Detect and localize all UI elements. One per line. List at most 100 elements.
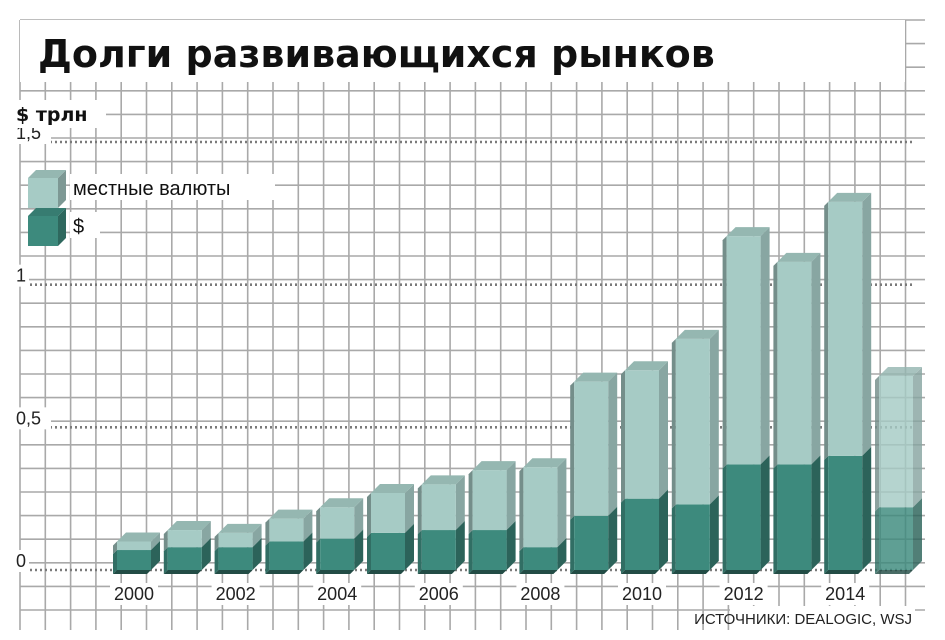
bar-group — [824, 192, 872, 574]
legend-label-local: местные валюты — [73, 178, 230, 200]
bar-local — [117, 541, 151, 551]
bar-side-local — [709, 329, 719, 505]
reference-lines — [20, 140, 912, 572]
bar-side-local — [405, 483, 414, 533]
bar-side-local — [557, 458, 567, 548]
bar-side-usd — [913, 498, 922, 570]
legend-label-bg-usd — [70, 212, 100, 238]
bar-top — [879, 366, 922, 376]
bar-edge-usd — [468, 530, 473, 574]
bar-group — [367, 483, 414, 574]
legend: местные валюты $ — [28, 170, 275, 246]
bar-side-local — [659, 361, 668, 499]
x-tick-label-bg — [414, 583, 463, 605]
bar-usd — [472, 530, 507, 570]
bar-edge-local — [113, 541, 117, 555]
bar-base — [722, 570, 761, 574]
bar-local — [879, 375, 913, 508]
bar-side-local — [455, 475, 465, 531]
bar-edge-local — [265, 518, 270, 546]
bar-local — [421, 484, 456, 531]
bar-top — [167, 521, 211, 531]
x-tick-label: 2000 — [114, 584, 154, 604]
bar-usd — [777, 464, 812, 570]
source-note: ИСТОЧНИКИ: DEALOGIC, WSJ — [694, 611, 912, 628]
bar-usd — [625, 498, 659, 570]
bar-side-local — [252, 523, 262, 548]
bar-edge-local — [773, 261, 778, 469]
bar-side-local — [303, 509, 313, 542]
bar-edge-local — [824, 201, 829, 460]
bar-side-local — [760, 227, 770, 465]
x-tick-label-bg — [719, 583, 768, 605]
bar-side-local — [608, 372, 618, 516]
bar-side-local — [151, 532, 160, 551]
x-tick-label: 2010 — [622, 584, 662, 604]
bar-edge-usd — [671, 504, 676, 574]
bar-group — [722, 227, 770, 574]
bar-side-usd — [506, 521, 516, 570]
bar-base — [671, 570, 710, 574]
bar-local — [371, 492, 405, 533]
bar-group — [163, 521, 211, 574]
bar-local — [167, 530, 202, 548]
bar-usd — [675, 504, 710, 570]
bar-edge-local — [519, 467, 524, 552]
x-tick-label: 2008 — [520, 584, 560, 604]
bar-group — [570, 372, 618, 574]
bar-base — [417, 570, 456, 574]
bar-top — [269, 509, 313, 519]
bar-usd — [320, 538, 355, 570]
chart-title: Долги развивающихся рынков — [38, 32, 715, 76]
bar-group — [519, 458, 567, 574]
bar-base — [265, 570, 304, 574]
y-tick-label: 1 — [16, 266, 26, 286]
bar-top — [828, 192, 872, 202]
x-tick-label-bg — [313, 583, 362, 605]
bar-edge-local — [468, 470, 473, 535]
bar-base — [621, 570, 659, 574]
source-bg — [730, 606, 915, 630]
x-tick-label: 2006 — [419, 584, 459, 604]
bar-edge-usd — [570, 515, 575, 574]
bar-group — [468, 461, 516, 574]
legend-swatch-local — [28, 178, 58, 208]
bar-edge-usd — [316, 538, 321, 574]
bar-base — [214, 570, 253, 574]
bar-local — [828, 201, 863, 456]
bar-edge-usd — [722, 464, 727, 574]
bar-usd — [421, 530, 456, 570]
bar-local — [625, 370, 659, 499]
bar-edge-usd — [824, 455, 829, 574]
bar-side-local — [862, 192, 872, 456]
bar-side-local — [201, 521, 211, 548]
x-tick-label: 2014 — [825, 584, 865, 604]
x-tick-label-bg — [821, 583, 870, 605]
bar-side-usd — [659, 489, 668, 570]
bar-local — [269, 518, 304, 542]
bar-top — [320, 498, 364, 508]
bar-edge-local — [163, 530, 168, 552]
legend-swatch-local-top — [28, 170, 66, 178]
bar-local — [218, 532, 253, 548]
bar-group — [113, 532, 160, 574]
bar-usd — [269, 541, 304, 570]
bar-edge-usd — [113, 550, 117, 574]
bar-local — [574, 381, 609, 516]
bar-usd — [117, 550, 151, 570]
bar-base — [316, 570, 355, 574]
bar-edge-local — [722, 236, 727, 469]
bar-group — [875, 366, 922, 574]
bar-top — [523, 458, 567, 468]
y-tick-label: 0 — [16, 551, 26, 571]
unit-label-bg — [14, 100, 106, 128]
bar-local — [777, 261, 812, 465]
legend-label-usd: $ — [73, 216, 84, 238]
bar-group — [417, 475, 465, 574]
bar-edge-local — [671, 338, 676, 509]
x-tick-label: 2004 — [317, 584, 357, 604]
y-tick-label-bg — [12, 407, 51, 430]
bar-side-usd — [760, 455, 770, 570]
x-tick-labels: 2000 2002 2004 2006 2008 2010 2012 2014 — [110, 583, 870, 605]
